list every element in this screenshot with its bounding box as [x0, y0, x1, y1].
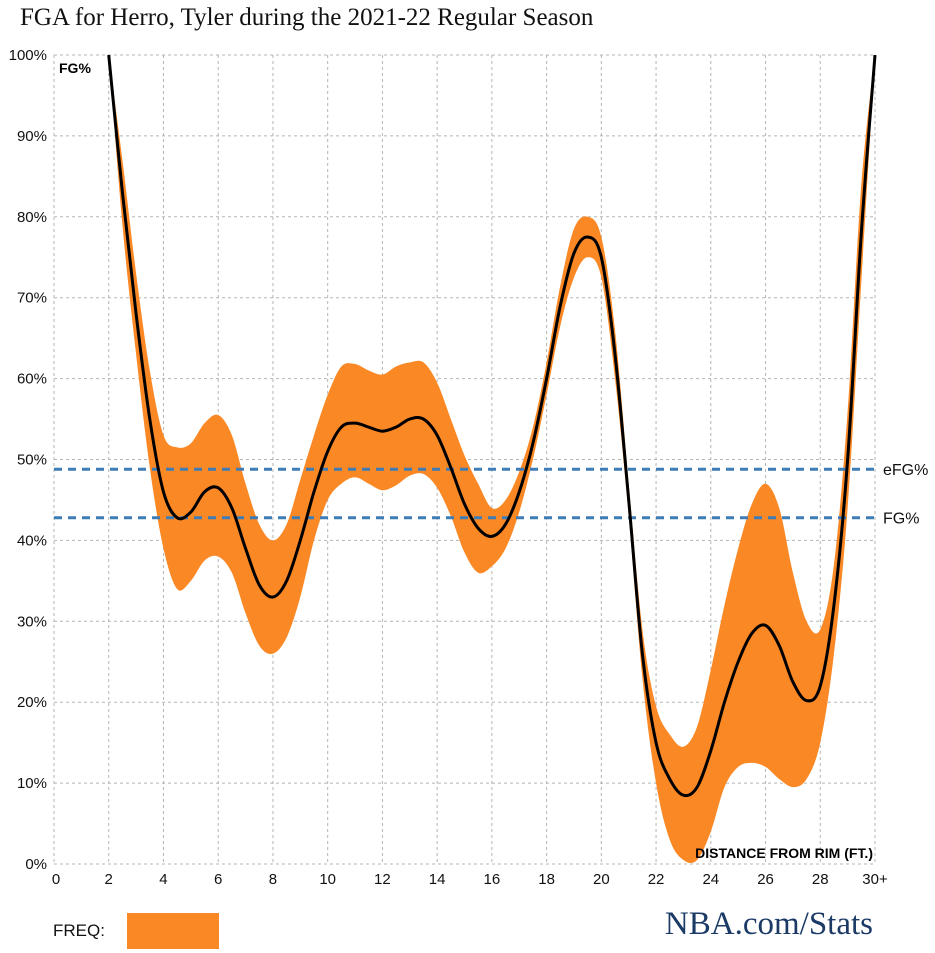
y-tick-label: 60%: [17, 371, 47, 388]
legend-swatch: [126, 913, 219, 949]
frequency-band: [108, 55, 876, 864]
legend: FREQ:: [53, 912, 219, 950]
y-tick-label: 30%: [17, 613, 47, 630]
x-tick-label: 26: [757, 871, 774, 888]
x-tick-label: 0: [52, 871, 60, 888]
y-tick-label: 40%: [17, 532, 47, 549]
y-axis-label: FG%: [59, 60, 91, 76]
x-tick-label: 6: [214, 871, 222, 888]
chart-title: FGA for Herro, Tyler during the 2021-22 …: [20, 4, 594, 31]
x-axis-label: DISTANCE FROM RIM (FT.): [695, 845, 873, 861]
brand-logo-text: NBA.com/Stats: [664, 906, 873, 942]
x-tick-label: 14: [429, 871, 446, 888]
y-tick-label: 10%: [17, 775, 47, 792]
x-tick-label: 16: [484, 871, 501, 888]
x-tick-label: 30+: [862, 871, 888, 888]
x-tick-label: 8: [269, 871, 277, 888]
fg-line-path: [107, 54, 877, 798]
y-tick-label: 90%: [17, 128, 47, 145]
x-tick-label: 12: [374, 871, 391, 888]
y-tick-label: 70%: [17, 290, 47, 307]
x-tick-label: 4: [159, 871, 167, 888]
tick-labels: 0 2 4 6 8 10 12 14 16 18 20 22 24 26 28 30+0%10%20%30%4…: [9, 47, 888, 888]
y-tick-label: 20%: [17, 694, 47, 711]
x-tick-label: 28: [812, 871, 829, 888]
reference-label: eFG%: [883, 462, 928, 479]
x-tick-label: 10: [319, 871, 336, 888]
x-tick-label: 18: [538, 871, 555, 888]
x-tick-label: 2: [105, 871, 113, 888]
reference-label: FG%: [883, 511, 919, 528]
frequency-band-area: [108, 55, 876, 864]
y-tick-label: 80%: [17, 209, 47, 226]
x-tick-label: 22: [648, 871, 665, 888]
fg-line: [107, 54, 877, 798]
y-tick-label: 100%: [9, 47, 47, 64]
reference-lines: eFG% FG%: [54, 462, 928, 528]
x-tick-label: 20: [593, 871, 610, 888]
y-tick-label: 0%: [25, 856, 47, 873]
y-tick-label: 50%: [17, 452, 47, 469]
legend-label: FREQ:: [53, 921, 105, 940]
x-tick-label: 24: [702, 871, 719, 888]
